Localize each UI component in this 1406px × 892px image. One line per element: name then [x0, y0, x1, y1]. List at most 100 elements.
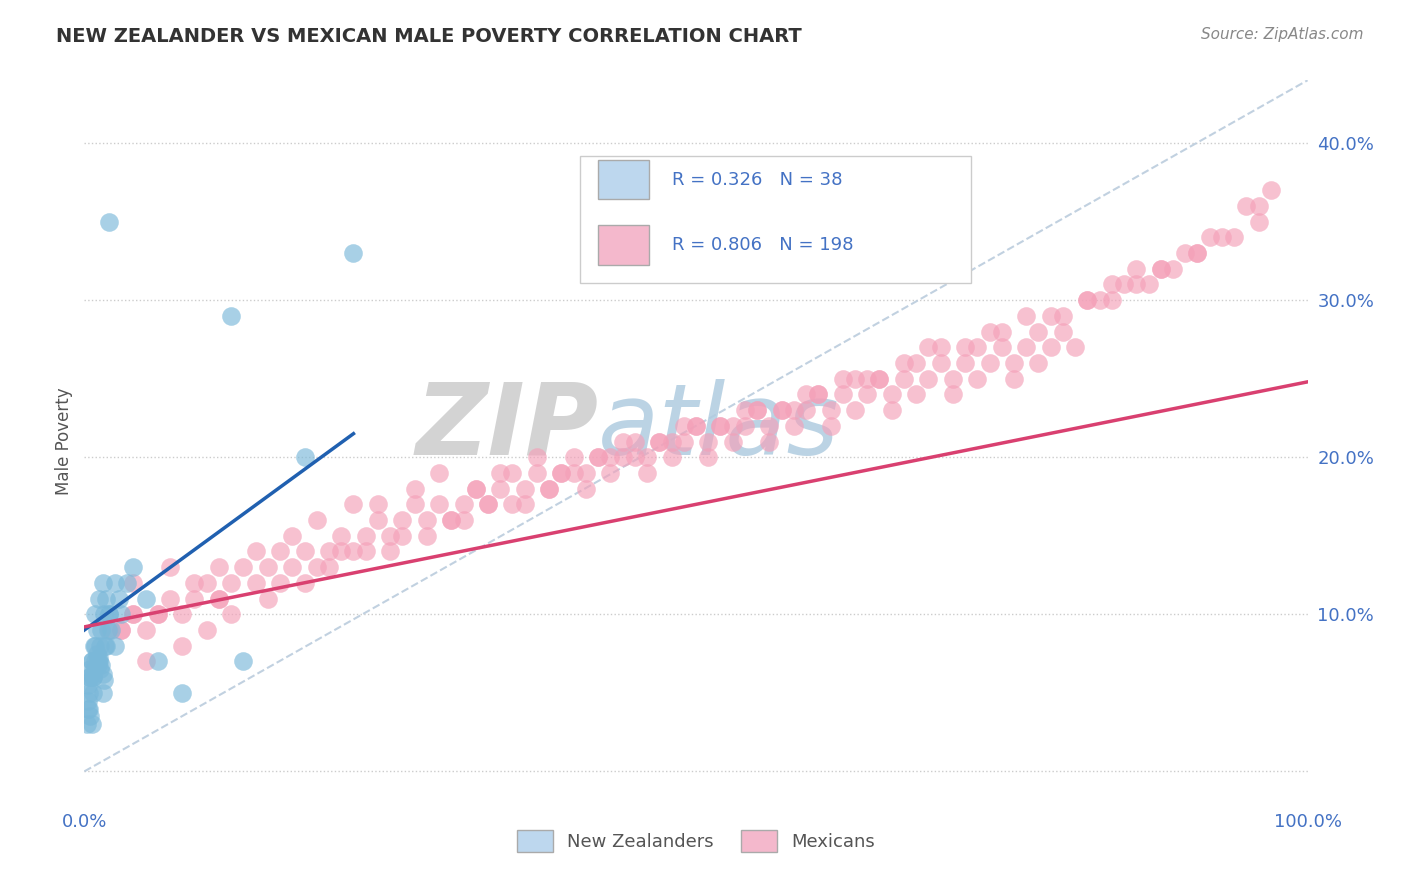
Point: [122, 607, 145, 622]
Point: [1125, 261, 1147, 276]
Point: [135, 591, 157, 606]
Point: [391, 529, 413, 543]
Point: [91, 686, 114, 700]
Point: [172, 607, 194, 622]
Point: [79, 670, 101, 684]
Point: [94, 639, 117, 653]
Point: [1137, 277, 1160, 292]
Point: [1015, 309, 1038, 323]
Point: [1015, 340, 1038, 354]
Point: [87, 655, 110, 669]
Point: [770, 403, 793, 417]
Point: [905, 387, 928, 401]
Point: [586, 450, 609, 465]
Point: [709, 418, 731, 433]
Point: [1076, 293, 1098, 308]
Point: [97, 623, 120, 637]
Point: [380, 544, 402, 558]
Point: [367, 497, 389, 511]
Point: [84, 607, 107, 622]
Point: [146, 607, 169, 622]
Point: [929, 356, 952, 370]
Point: [354, 544, 377, 558]
Point: [86, 647, 108, 661]
Point: [208, 560, 231, 574]
Point: [115, 575, 138, 590]
Point: [758, 418, 780, 433]
Point: [97, 214, 120, 228]
Point: [697, 450, 720, 465]
Point: [294, 575, 316, 590]
Point: [1223, 230, 1246, 244]
Point: [97, 607, 120, 622]
Point: [80, 655, 103, 669]
Point: [107, 591, 129, 606]
Point: [477, 497, 499, 511]
Point: [942, 372, 965, 386]
Point: [87, 655, 110, 669]
Point: [807, 387, 830, 401]
Point: [183, 591, 205, 606]
Point: [599, 466, 621, 480]
Point: [562, 466, 585, 480]
Point: [208, 591, 231, 606]
Point: [953, 356, 976, 370]
Point: [758, 434, 780, 449]
Point: [354, 529, 377, 543]
Point: [526, 450, 548, 465]
Point: [807, 387, 830, 401]
Point: [104, 639, 127, 653]
Point: [404, 482, 426, 496]
Point: [1236, 199, 1258, 213]
Point: [844, 403, 866, 417]
Point: [80, 655, 103, 669]
Point: [82, 686, 104, 700]
Point: [856, 387, 879, 401]
Point: [159, 560, 181, 574]
Point: [97, 623, 120, 637]
Point: [966, 372, 988, 386]
Point: [550, 466, 572, 480]
Point: [747, 403, 769, 417]
Point: [464, 482, 486, 496]
Point: [77, 670, 100, 684]
Point: [195, 623, 218, 637]
Point: [1174, 246, 1197, 260]
Point: [257, 591, 280, 606]
Point: [1052, 325, 1074, 339]
Point: [1101, 293, 1123, 308]
Point: [550, 466, 572, 480]
Point: [281, 560, 304, 574]
Point: [721, 418, 744, 433]
Point: [245, 544, 267, 558]
Point: [880, 387, 903, 401]
Point: [330, 529, 353, 543]
Point: [844, 372, 866, 386]
Point: [880, 403, 903, 417]
Point: [440, 513, 463, 527]
Point: [245, 575, 267, 590]
Point: [929, 340, 952, 354]
Point: [1198, 230, 1220, 244]
Point: [96, 639, 118, 653]
Point: [1150, 261, 1173, 276]
Point: [575, 466, 598, 480]
Point: [232, 560, 254, 574]
Point: [122, 575, 145, 590]
Point: [269, 544, 291, 558]
Point: [917, 372, 939, 386]
Point: [90, 623, 112, 637]
Point: [1125, 277, 1147, 292]
Point: [1039, 340, 1062, 354]
Point: [893, 356, 915, 370]
Point: [1187, 246, 1209, 260]
Point: [1039, 309, 1062, 323]
Point: [734, 403, 756, 417]
Point: [83, 639, 105, 653]
Point: [89, 639, 111, 653]
Point: [820, 418, 842, 433]
Point: [82, 670, 104, 684]
Point: [122, 607, 145, 622]
Point: [135, 623, 157, 637]
Point: [783, 403, 806, 417]
